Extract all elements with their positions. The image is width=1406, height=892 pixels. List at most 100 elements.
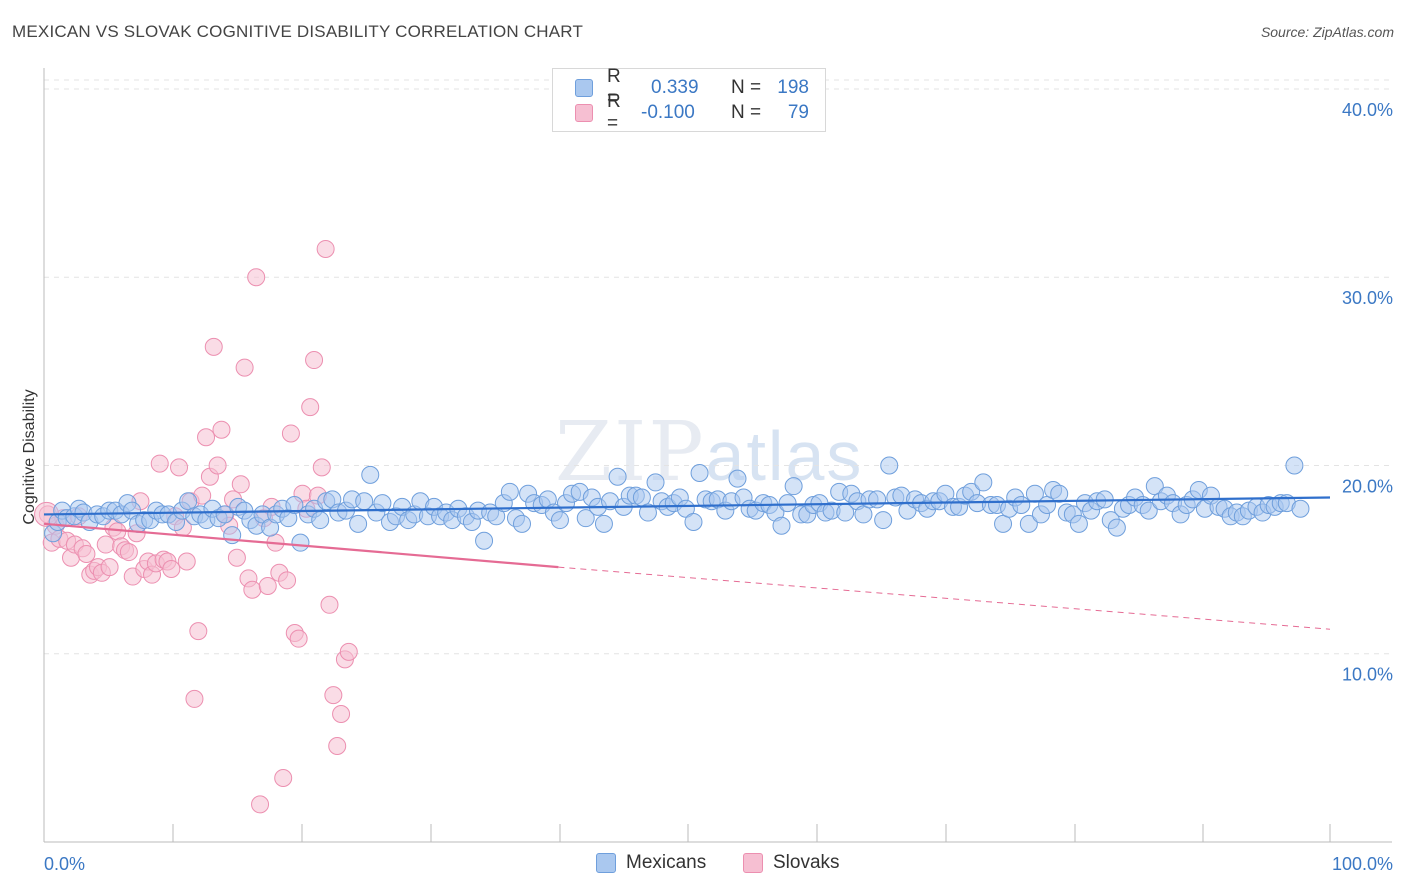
slovaks-point	[320, 595, 339, 614]
mexicans-legend-label: Mexicans	[626, 852, 707, 873]
mexicans-point	[215, 505, 234, 524]
slovaks-point	[177, 552, 196, 571]
mexicans-point	[608, 467, 627, 486]
legend-row-mexicans: R = 0.339 N = 198	[575, 66, 809, 109]
slovaks-legend-swatch	[743, 853, 763, 873]
slovaks-point	[212, 420, 231, 439]
y-tick-label: 40.0%	[1342, 100, 1393, 120]
legend-item-slovaks[interactable]: Slovaks	[743, 852, 840, 874]
n-label: N =	[731, 102, 762, 123]
mexicans-point	[285, 496, 304, 515]
mexicans-point	[772, 516, 791, 535]
mexicans-point	[778, 494, 797, 513]
slovaks-point	[119, 543, 138, 562]
slovaks-point	[278, 571, 297, 590]
mexicans-point	[994, 514, 1013, 533]
stats-legend: R = 0.339 N = 198 R = -0.100 N = 79	[552, 66, 826, 134]
slovaks-point	[332, 704, 351, 723]
mexicans-point	[784, 477, 803, 496]
mexicans-point	[550, 511, 569, 530]
mexicans-point	[513, 514, 532, 533]
slovaks-point	[197, 428, 216, 447]
y-tick-label: 30.0%	[1342, 288, 1393, 308]
mexicans-point	[684, 512, 703, 531]
slovaks-point	[208, 456, 227, 475]
slovaks-point	[96, 535, 115, 554]
slovaks-point	[185, 689, 204, 708]
r-label: R =	[607, 91, 621, 134]
slovaks-point	[235, 358, 254, 377]
slovaks-swatch	[575, 104, 593, 122]
slovaks-r-value: -0.100	[641, 102, 695, 123]
trend-lines	[43, 496, 1331, 630]
slovaks-point	[231, 475, 250, 494]
slovaks-point	[204, 337, 223, 356]
mexicans-point	[638, 503, 657, 522]
x-tick-label-max: 100.0%	[1332, 854, 1393, 874]
mexicans-r-value: 0.339	[651, 77, 699, 98]
slovaks-point	[316, 239, 335, 258]
mexicans-point	[373, 494, 392, 513]
mexicans-point	[1107, 518, 1126, 537]
slovaks-point	[274, 768, 293, 787]
slovaks-point	[289, 629, 308, 648]
mexicans-point	[291, 533, 310, 552]
y-axis-title: Cognitive Disability	[21, 389, 38, 524]
mexicans-point	[974, 473, 993, 492]
slovaks-n-value: 79	[787, 102, 809, 123]
slovaks-point	[77, 544, 96, 563]
x-tick-label-min: 0.0%	[44, 854, 85, 874]
mexicans-point	[179, 492, 198, 511]
legend-row-slovaks: R = -0.100 N = 79	[575, 91, 809, 134]
slovaks-legend-label: Slovaks	[773, 852, 840, 873]
mexicans-point	[854, 505, 873, 524]
mexicans-point	[475, 531, 494, 550]
axes	[43, 68, 1392, 843]
mexicans-point	[874, 511, 893, 530]
slovaks-point	[162, 560, 181, 579]
tick-labels: 10.0% 20.0% 30.0% 40.0% 0.0% 100.0%	[44, 100, 1393, 874]
mexicans-point	[1050, 484, 1069, 503]
slovaks-point	[247, 268, 266, 287]
r-label: R =	[607, 66, 621, 109]
mexicans-point	[868, 490, 887, 509]
slovaks-trend-extension	[558, 566, 1331, 630]
slovaks-trend-line	[43, 522, 559, 569]
mexicans-points	[44, 456, 1310, 552]
mexicans-point	[311, 511, 330, 530]
slovaks-point	[189, 622, 208, 641]
mexicans-n-value: 198	[777, 77, 809, 98]
mexicans-point	[1139, 501, 1158, 520]
slovaks-point	[312, 458, 331, 477]
mexicans-point	[349, 514, 368, 533]
source-label: Source: ZipAtlas.com	[1260, 24, 1394, 40]
mexicans-point	[880, 456, 899, 475]
mexicans-point	[728, 469, 747, 488]
n-label: N =	[731, 77, 762, 98]
mexicans-point	[632, 488, 651, 507]
mexicans-swatch	[575, 79, 593, 97]
mexicans-point	[576, 509, 595, 528]
slovaks-point	[170, 458, 189, 477]
mexicans-point	[646, 473, 665, 492]
slovaks-point	[281, 424, 300, 443]
slovaks-point	[100, 558, 119, 577]
y-tick-label: 20.0%	[1342, 476, 1393, 496]
slovaks-point	[305, 351, 324, 370]
mexicans-point	[594, 514, 613, 533]
slovaks-point	[243, 580, 262, 599]
y-tick-label: 10.0%	[1342, 665, 1393, 685]
slovaks-point	[150, 454, 169, 473]
legend-item-mexicans[interactable]: Mexicans	[596, 852, 706, 874]
mexicans-point	[500, 482, 519, 501]
slovaks-point	[328, 736, 347, 755]
slovaks-point	[324, 686, 343, 705]
mexicans-trend-line	[43, 496, 1331, 516]
mexicans-point	[1285, 456, 1304, 475]
mexicans-point	[361, 465, 380, 484]
mexicans-point	[1291, 499, 1310, 518]
slovaks-point	[251, 795, 270, 814]
slovaks-point	[301, 398, 320, 417]
slovaks-point	[339, 642, 358, 661]
